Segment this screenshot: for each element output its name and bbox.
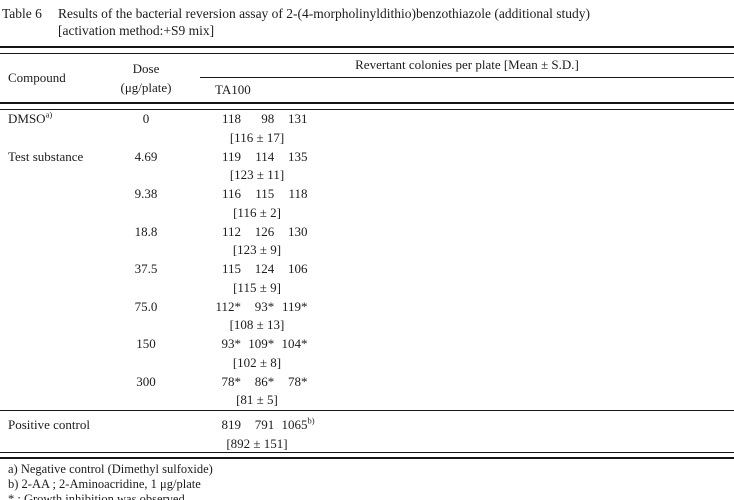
cell-mean-sd: [108 ± 13] (229, 317, 285, 333)
footnote-a: a) Negative control (Dimethyl sulfoxide) (8, 462, 213, 476)
cell-mean-sd: [116 ± 2] (233, 204, 281, 220)
table-title-line1: Results of the bacterial reversion assay… (58, 6, 590, 21)
cell-compound (0, 373, 105, 392)
table-title-line2: [activation method:+S9 mix] (58, 23, 215, 38)
cell-mean-sd: [102 ± 8] (232, 354, 282, 370)
header-dose: Dose (μg/plate) (105, 54, 187, 102)
cell-values: 819 791 1065b) (221, 415, 315, 432)
table-row: 18.8 112 126 130 [123 ± 9] (0, 223, 734, 261)
cell-values: 93* 109* 104* (221, 336, 308, 351)
header-compound: Compound (8, 70, 66, 85)
cell-compound (0, 185, 105, 204)
cell-values: 78* 86* 78* (221, 373, 308, 389)
cell-dose: 75.0 (134, 298, 158, 314)
cell-values: 118 98 131 (221, 111, 308, 126)
cell-mean-sd: [892 ± 151] (226, 436, 288, 451)
header-strain: TA100 (215, 81, 251, 97)
cell-dose: 150 (136, 336, 156, 351)
section-divider-rule (0, 410, 734, 411)
table-row: 150 93* 109* 104* [102 ± 8] (0, 335, 734, 373)
cell-dose: 0 (142, 111, 150, 126)
table-body: DMSOa) 0 118 98 131 [116 ± 17] Test subs… (0, 110, 734, 410)
cell-compound (0, 223, 105, 242)
positive-control-row: Positive control 819 791 1065b) [892 ± 1… (0, 411, 734, 452)
cell-dose: 18.8 (134, 223, 158, 239)
table-row: DMSOa) 0 118 98 131 [116 ± 17] (0, 110, 734, 148)
cell-dose: 9.38 (134, 186, 158, 201)
cell-compound: DMSOa) (8, 109, 53, 126)
header-bottom-rule (0, 102, 734, 110)
table-row: 9.38 116 115 118 [116 ± 2] (0, 185, 734, 223)
cell-mean-sd: [123 ± 9] (232, 242, 282, 258)
cell-mean-sd: [123 ± 11] (229, 167, 285, 183)
header-revertant: Revertant colonies per plate [Mean ± S.D… (200, 54, 734, 78)
cell-dose (105, 415, 187, 434)
cell-compound (0, 260, 105, 279)
footnote-asterisk: * : Growth inhibition was observed (8, 491, 185, 500)
cell-compound: Positive control (8, 417, 90, 432)
table-row: 75.0 112* 93* 119* [108 ± 13] (0, 298, 734, 336)
cell-mean-sd: [115 ± 9] (233, 279, 281, 295)
cell-values: 115 124 106 (221, 261, 308, 276)
table-row: 37.5 115 124 106 [115 ± 9] (0, 260, 734, 298)
footnote-marker-b: b) (307, 415, 315, 426)
table-title: Results of the bacterial reversion assay… (58, 5, 732, 39)
cell-dose: 4.69 (134, 148, 158, 164)
header-revertant-group: Revertant colonies per plate [Mean ± S.D… (200, 54, 734, 102)
cell-dose: 300 (136, 373, 156, 389)
table-caption: Table 6 Results of the bacterial reversi… (0, 0, 734, 39)
table-row: 300 78* 86* 78* [81 ± 5] (0, 373, 734, 411)
table-header: Compound Dose (μg/plate) Revertant colon… (0, 54, 734, 102)
cell-values: 119 114 135 (221, 148, 308, 164)
table-footnotes: a) Negative control (Dimethyl sulfoxide)… (0, 459, 734, 500)
cell-mean-sd: [81 ± 5] (236, 392, 278, 408)
header-dose-line2: (μg/plate) (120, 80, 172, 95)
cell-mean-sd: [116 ± 17] (229, 129, 285, 145)
footnote-marker-a: a) (45, 109, 53, 120)
footnote-b: b) 2-AA ; 2-Aminoacridine, 1 μg/plate (8, 476, 201, 491)
table-number: Table 6 (2, 6, 42, 21)
table-row: Test substance 4.69 119 114 135 [123 ± 1… (0, 148, 734, 186)
table-top-rule (0, 46, 734, 54)
table-bottom-rule (0, 452, 734, 459)
cell-values: 112* 93* 119* (215, 298, 308, 314)
cell-compound (0, 298, 105, 317)
cell-values: 116 115 118 (221, 186, 308, 201)
cell-dose: 37.5 (134, 261, 158, 276)
cell-values: 112 126 130 (221, 223, 308, 239)
header-dose-line1: Dose (132, 61, 160, 76)
cell-compound (0, 335, 105, 354)
cell-compound: Test substance (8, 148, 84, 164)
